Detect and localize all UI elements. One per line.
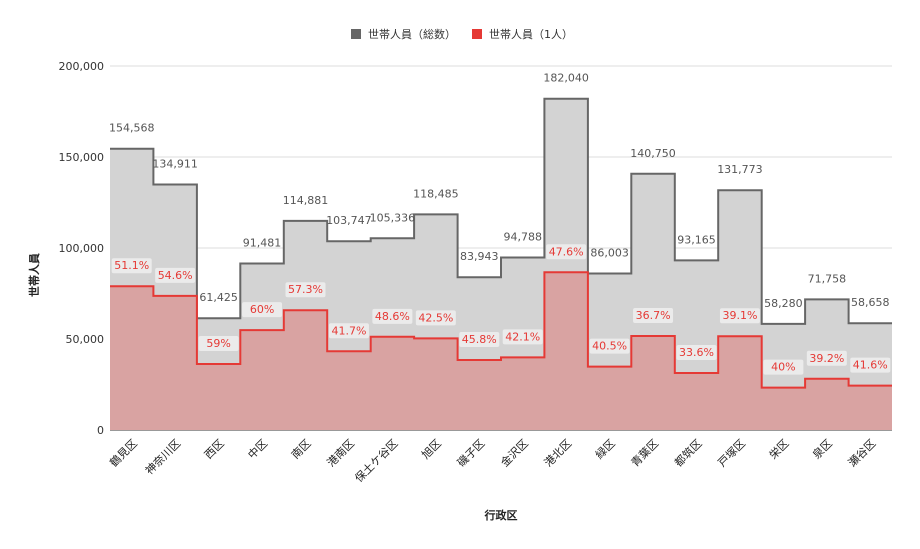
total-value-label: 94,788 [503, 230, 542, 243]
y-tick-label: 200,000 [59, 60, 105, 73]
pct-label-bg [372, 308, 413, 324]
x-tick-label: 神奈川区 [142, 436, 183, 477]
pct-label-bg [111, 258, 152, 274]
x-tick-label: 西区 [202, 437, 227, 462]
total-value-label: 83,943 [460, 250, 499, 263]
single-percent-label: 39.1% [722, 309, 757, 322]
total-value-label: 58,658 [851, 296, 890, 309]
legend-swatch-total [351, 29, 361, 39]
single-percent-label: 42.5% [418, 311, 453, 324]
series-line-0 [110, 97, 892, 325]
pct-label-bg [763, 359, 804, 375]
x-tick-label: 南区 [289, 437, 314, 462]
x-tick-label: 緑区 [592, 436, 617, 461]
x-tick-label: 都筑区 [671, 436, 704, 469]
pct-label-bg [285, 282, 326, 298]
total-value-label: 154,568 [109, 122, 155, 135]
single-percent-label: 41.6% [853, 359, 888, 372]
single-percent-label: 42.1% [505, 330, 540, 343]
pct-label-bg [633, 307, 674, 323]
pct-label-bg [806, 350, 847, 366]
y-tick-label: 0 [97, 424, 104, 437]
pct-label-bg [459, 332, 500, 348]
x-tick-label: 中区 [245, 437, 270, 462]
x-tick-label: 磯子区 [455, 437, 488, 470]
single-percent-label: 47.6% [549, 245, 584, 258]
total-value-label: 61,425 [199, 291, 238, 304]
pct-label-bg [198, 336, 239, 352]
data-labels: 154,568 134,911 61,425 91,481 114,881 103,747… [109, 72, 891, 375]
x-tick-label: 瀬谷区 [845, 436, 878, 469]
total-value-label: 118,485 [413, 187, 459, 200]
y-axis-title: 世帯人員 [27, 253, 41, 297]
total-value-label: 114,881 [283, 194, 329, 207]
x-tick-label: 金沢区 [498, 436, 531, 469]
x-tick-label: 戸塚区 [716, 437, 749, 470]
single-percent-label: 39.2% [809, 352, 844, 365]
single-percent-label: 33.6% [679, 346, 714, 359]
legend-label-single: 世帯人員（1人） [489, 28, 573, 41]
x-tick-label: 保土ケ谷区 [352, 436, 401, 485]
total-value-label: 93,165 [677, 233, 716, 246]
total-value-label: 71,758 [808, 272, 847, 285]
single-percent-label: 59% [206, 337, 230, 350]
single-percent-label: 57.3% [288, 283, 323, 296]
pct-label-bg [850, 357, 891, 373]
series-area-1 [110, 272, 892, 430]
pct-label-bg [546, 244, 587, 260]
x-tick-label: 港北区 [542, 437, 575, 470]
single-percent-label: 36.7% [636, 309, 671, 322]
x-tick-label: 港南区 [325, 437, 358, 470]
single-percent-label: 40% [771, 361, 795, 374]
total-value-label: 58,280 [764, 297, 803, 310]
pct-label-bg [502, 329, 543, 345]
y-tick-label: 150,000 [59, 151, 105, 164]
x-tick-label: 栄区 [766, 436, 791, 461]
total-value-label: 91,481 [243, 237, 282, 250]
total-value-label: 105,336 [370, 211, 416, 224]
x-tick-label: 鶴見区 [107, 436, 140, 469]
pct-label-bg [242, 302, 283, 318]
total-value-label: 131,773 [717, 163, 763, 176]
pct-label-bg [155, 267, 196, 283]
pct-label-bg [676, 345, 717, 361]
total-value-label: 140,750 [630, 147, 676, 160]
total-value-label: 86,003 [590, 246, 629, 259]
total-value-label: 182,040 [543, 72, 589, 85]
pct-label-bg [415, 310, 456, 326]
pct-label-bg [589, 338, 630, 354]
single-percent-label: 45.8% [462, 333, 497, 346]
x-tick-label: 旭区 [418, 436, 443, 461]
plot-area [110, 97, 892, 430]
pct-label-bg [719, 308, 760, 324]
series-line-1 [110, 271, 892, 389]
total-value-label: 134,911 [152, 157, 198, 170]
single-percent-label: 60% [250, 303, 274, 316]
single-percent-label: 54.6% [158, 269, 193, 282]
y-tick-label: 50,000 [66, 333, 105, 346]
total-value-label: 103,747 [326, 214, 372, 227]
single-percent-label: 48.6% [375, 310, 410, 323]
single-percent-label: 41.7% [331, 324, 366, 337]
legend: 世帯人員（総数） 世帯人員（1人） [351, 27, 573, 41]
single-percent-label: 40.5% [592, 340, 627, 353]
y-tick-label: 100,000 [59, 242, 105, 255]
y-axis-ticks: 0 50,000 100,000 150,000 200,000 [59, 60, 105, 437]
x-tick-label: 青葉区 [628, 436, 661, 469]
pct-label-bg [328, 323, 369, 339]
single-percent-label: 51.1% [114, 259, 149, 272]
x-tick-label: 泉区 [809, 436, 834, 461]
legend-label-total: 世帯人員（総数） [368, 27, 456, 41]
legend-swatch-single [472, 29, 482, 39]
x-axis-title: 行政区 [484, 508, 518, 522]
